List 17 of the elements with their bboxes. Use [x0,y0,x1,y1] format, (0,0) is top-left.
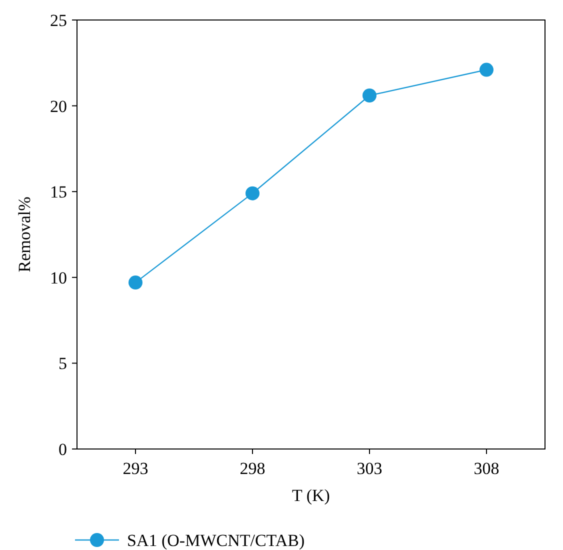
point [128,276,142,290]
y-tick-label: 0 [58,440,67,459]
y-tick-label: 5 [58,354,67,374]
x-axis-title: T (K) [292,486,330,505]
y-tick-label: 15 [50,182,67,202]
x-tick-label: 293 [122,459,148,478]
point [246,186,260,200]
y-tick-label: 10 [50,268,67,288]
x-tick-label: 308 [474,459,500,478]
y-axis-title: Removal% [15,196,34,272]
legend-label: SA1 (O-MWCNT/CTAB) [127,530,305,550]
point [480,62,494,77]
y-tick-label: 25 [50,10,67,30]
x-tick-label: 303 [356,459,382,478]
point [362,88,376,103]
y-tick-label: 20 [50,96,67,116]
x-tick-label: 298 [240,459,266,478]
